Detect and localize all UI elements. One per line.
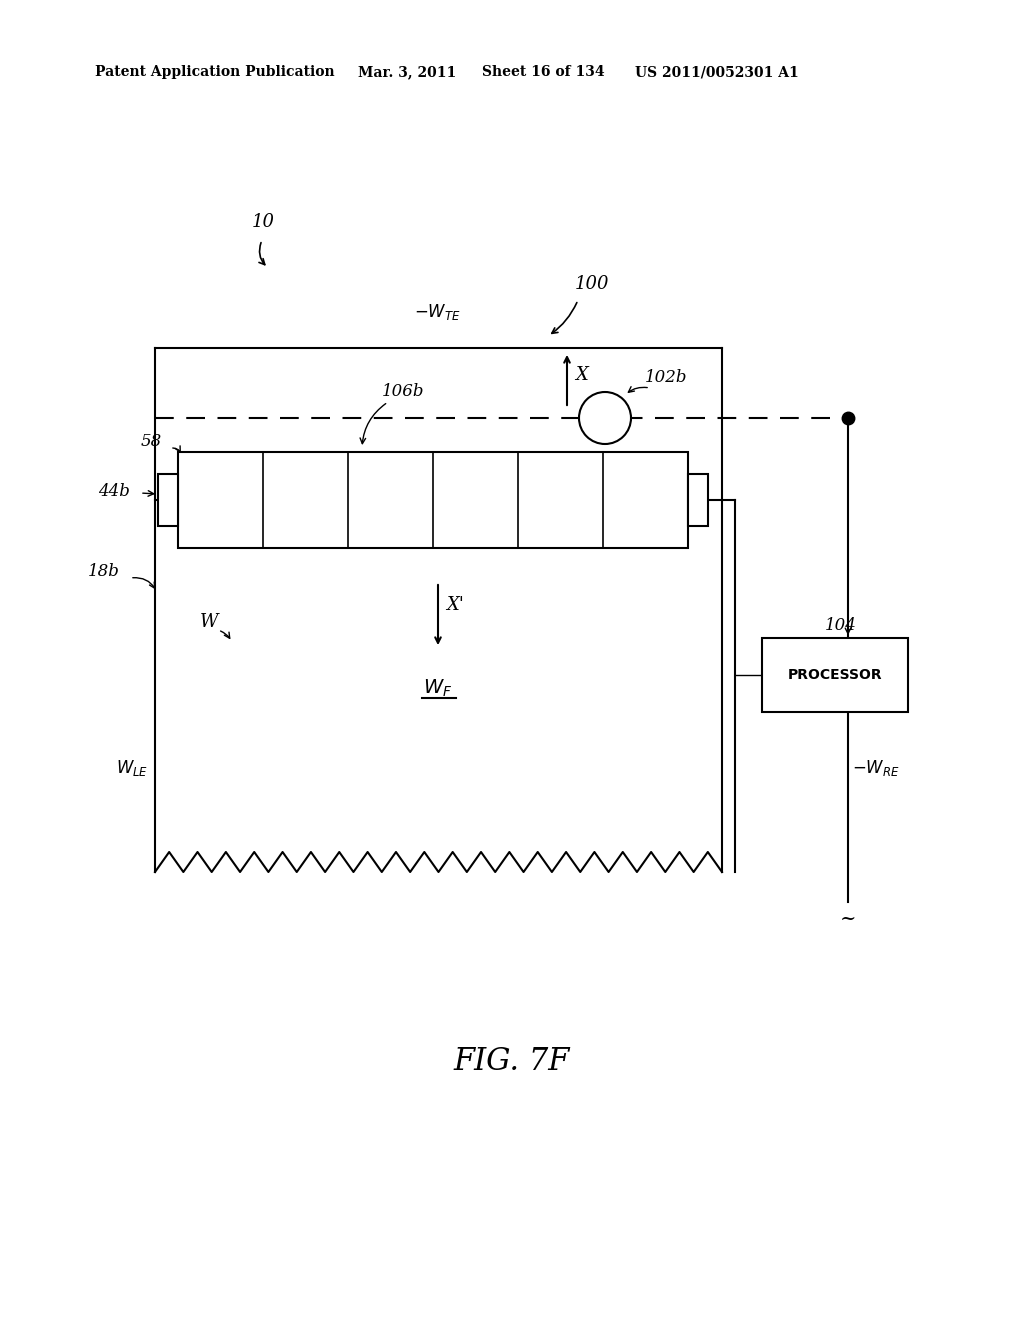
Text: $W_{LE}$: $W_{LE}$ bbox=[116, 758, 148, 777]
Text: $-W_{RE}$: $-W_{RE}$ bbox=[852, 758, 900, 777]
Text: PROCESSOR: PROCESSOR bbox=[787, 668, 883, 682]
Text: 106b: 106b bbox=[382, 384, 425, 400]
Text: $W_F$: $W_F$ bbox=[423, 677, 453, 698]
Circle shape bbox=[579, 392, 631, 444]
Bar bbox=[762, 638, 908, 711]
Text: 100: 100 bbox=[575, 275, 609, 293]
Text: 104: 104 bbox=[825, 618, 857, 635]
Text: US 2011/0052301 A1: US 2011/0052301 A1 bbox=[635, 65, 799, 79]
Text: 10: 10 bbox=[252, 213, 275, 231]
Text: Patent Application Publication: Patent Application Publication bbox=[95, 65, 335, 79]
Text: Mar. 3, 2011: Mar. 3, 2011 bbox=[358, 65, 457, 79]
Text: FIG. 7F: FIG. 7F bbox=[454, 1047, 570, 1077]
Bar bbox=[178, 451, 688, 548]
Text: X': X' bbox=[446, 597, 464, 614]
Text: Sheet 16 of 134: Sheet 16 of 134 bbox=[482, 65, 604, 79]
Text: W: W bbox=[200, 612, 218, 631]
Text: 58: 58 bbox=[140, 433, 162, 450]
Bar bbox=[688, 474, 708, 525]
Text: 102b: 102b bbox=[645, 370, 687, 387]
Text: 44b: 44b bbox=[98, 483, 130, 500]
Text: ~: ~ bbox=[840, 909, 856, 928]
Text: $-W_{TE}$: $-W_{TE}$ bbox=[414, 302, 461, 322]
Text: 18b: 18b bbox=[88, 564, 120, 581]
Text: X: X bbox=[575, 366, 588, 384]
Bar bbox=[158, 474, 178, 525]
